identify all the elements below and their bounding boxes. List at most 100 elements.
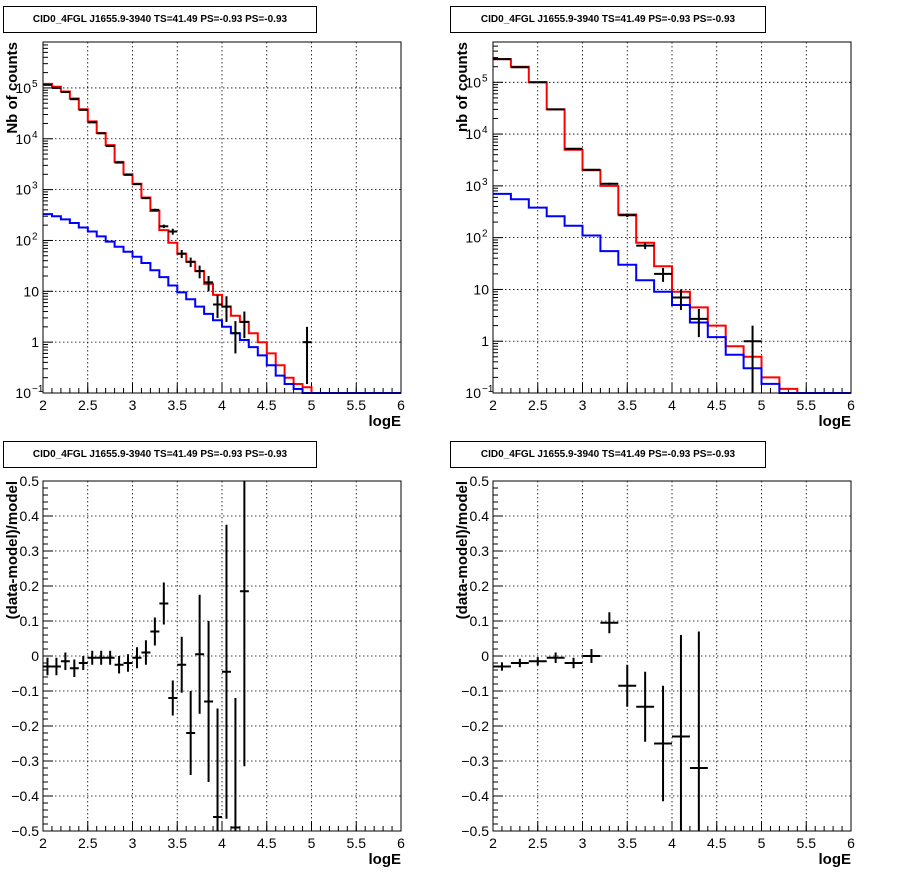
y-tick-label: 0.4 xyxy=(20,508,40,524)
x-tick-label: 4 xyxy=(668,397,676,413)
data-point xyxy=(195,594,205,714)
y-tick-label: 10 xyxy=(465,74,481,90)
plot-area xyxy=(493,481,851,831)
y-tick-label: −0.4 xyxy=(461,788,489,804)
x-tick-label: 5.5 xyxy=(347,835,367,851)
y-tick-exponent: 3 xyxy=(482,177,488,188)
y-tick-exponent: 4 xyxy=(32,130,38,141)
x-tick-label: 2.5 xyxy=(528,397,548,413)
chart-title-top-left: CID0_4FGL J1655.9-3940 TS=41.49 PS=-0.93… xyxy=(3,6,317,33)
data-point xyxy=(123,654,133,672)
data-point xyxy=(689,631,708,831)
x-tick-label: 6 xyxy=(847,397,855,413)
data-point xyxy=(636,671,655,742)
data-point xyxy=(60,652,70,670)
data-point xyxy=(493,662,511,671)
y-tick-label: −0.1 xyxy=(11,683,39,699)
plot-frame xyxy=(492,41,852,394)
y-tick-exponent: 5 xyxy=(32,79,38,90)
data-point xyxy=(177,636,187,693)
x-tick-label: 5 xyxy=(308,397,316,413)
y-tick-exponent: 2 xyxy=(32,231,38,242)
data-point xyxy=(493,58,511,61)
x-tick-label: 3.5 xyxy=(168,835,188,851)
data-point xyxy=(51,86,61,89)
data-point xyxy=(159,582,169,625)
y-tick-label: −0.3 xyxy=(461,753,489,769)
series-1-step-line xyxy=(493,192,851,394)
chart-title-top-right: CID0_4FGL J1655.9-3940 TS=41.49 PS=-0.93… xyxy=(450,6,766,33)
x-axis-label: logE xyxy=(819,851,852,868)
x-tick-label: 2 xyxy=(39,397,47,413)
x-tick-label: 5.5 xyxy=(797,835,817,851)
x-axis-label: logE xyxy=(819,413,852,430)
y-tick-label: 1 xyxy=(481,333,489,349)
data-point xyxy=(159,224,169,229)
y-tick-label: 0.1 xyxy=(470,613,490,629)
data-point xyxy=(213,294,222,318)
y-axis-label: (data-model)/model xyxy=(454,481,471,619)
x-tick-label: 3.5 xyxy=(168,397,188,413)
data-point xyxy=(78,656,88,670)
x-tick-label: 2 xyxy=(39,835,47,851)
x-tick-label: 2.5 xyxy=(78,397,98,413)
y-tick-exponent: 3 xyxy=(32,181,38,192)
y-tick-label: 0 xyxy=(481,648,489,664)
y-tick-label: 1 xyxy=(31,334,39,350)
y-tick-exponent: 4 xyxy=(482,125,488,136)
x-tick-label: 3 xyxy=(129,397,137,413)
x-tick-label: 4 xyxy=(218,397,226,413)
y-tick-label: 0.5 xyxy=(470,473,490,489)
y-tick-label: 10 xyxy=(465,230,481,246)
data-point xyxy=(150,208,160,211)
data-point xyxy=(510,66,529,69)
x-tick-label: 6 xyxy=(397,397,405,413)
data-point xyxy=(204,276,214,292)
data-point xyxy=(123,173,133,176)
data-point xyxy=(230,698,240,831)
y-tick-label: 10 xyxy=(15,385,31,401)
x-tick-label: 5.5 xyxy=(797,397,817,413)
data-point xyxy=(141,197,151,200)
x-tick-label: 4.5 xyxy=(257,397,277,413)
data-point xyxy=(564,657,583,669)
data-point xyxy=(239,311,249,339)
data-point xyxy=(672,635,690,831)
y-tick-label: 10 xyxy=(15,80,31,96)
y-tick-label: 0.1 xyxy=(20,613,40,629)
data-point xyxy=(302,326,312,385)
x-tick-label: 2.5 xyxy=(78,835,98,851)
y-tick-label: 0.5 xyxy=(20,473,40,489)
x-tick-label: 4.5 xyxy=(257,835,277,851)
data-point xyxy=(654,267,672,282)
data-point xyxy=(69,659,79,677)
data-point xyxy=(213,708,222,831)
data-point xyxy=(564,147,583,150)
data-point xyxy=(689,308,708,338)
data-point xyxy=(546,652,565,663)
y-tick-label: −0.5 xyxy=(461,823,489,839)
data-point xyxy=(114,656,124,674)
y-axis-label: Nb of counts xyxy=(4,42,21,134)
x-axis-label: logE xyxy=(369,413,402,430)
y-tick-label: 10 xyxy=(465,178,481,194)
data-point xyxy=(51,657,61,676)
data-point xyxy=(132,183,142,186)
x-tick-label: 4.5 xyxy=(707,835,727,851)
y-tick-label: −0.1 xyxy=(461,683,489,699)
x-tick-label: 3 xyxy=(579,835,587,851)
plot-frame xyxy=(42,480,402,832)
data-point xyxy=(168,680,178,716)
y-tick-label: −0.5 xyxy=(11,823,39,839)
x-tick-label: 5 xyxy=(758,397,766,413)
chart-title-bottom-right: CID0_4FGL J1655.9-3940 TS=41.49 PS=-0.93… xyxy=(450,441,766,468)
y-tick-label: 10 xyxy=(23,283,39,299)
y-tick-label: 10 xyxy=(473,281,489,297)
data-point xyxy=(43,657,52,676)
x-tick-label: 3.5 xyxy=(618,835,638,851)
data-point xyxy=(582,168,601,171)
data-point xyxy=(636,242,655,250)
y-tick-label: 0 xyxy=(31,648,39,664)
